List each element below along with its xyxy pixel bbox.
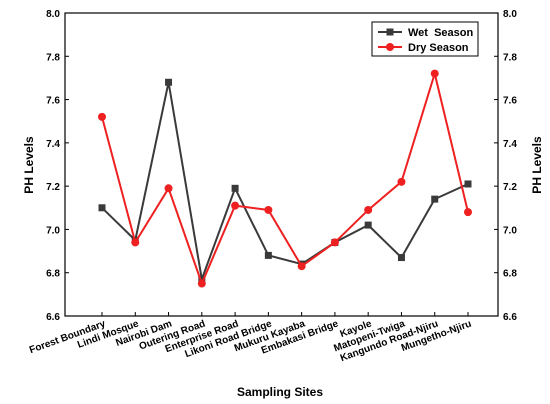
series-group [98, 69, 472, 288]
legend-label: Dry Season [408, 42, 469, 54]
data-point-square [98, 204, 106, 212]
y-tick-label-right: 7.2 [503, 182, 517, 193]
series-line [101, 82, 469, 284]
data-point-circle [131, 238, 140, 247]
y-tick-label-right: 7.8 [503, 52, 517, 63]
y-tick-label-left: 6.8 [46, 269, 60, 280]
y-tick-label-right: 7.0 [503, 225, 517, 236]
data-point-circle [430, 69, 439, 78]
y-tick-label-left: 7.8 [46, 52, 60, 63]
data-point-square [364, 221, 372, 229]
data-point-square [464, 180, 472, 188]
data-point-circle [397, 177, 406, 186]
data-point-square [431, 195, 439, 203]
series-line [101, 69, 469, 287]
legend-marker-circle [386, 43, 394, 51]
plot-frame [64, 12, 499, 317]
data-point-circle [197, 279, 206, 288]
y-tick-label-right: 7.4 [503, 139, 517, 150]
y-tick-label-left: 6.6 [46, 312, 60, 323]
data-point-square [397, 254, 405, 262]
data-point-circle [330, 238, 339, 247]
data-point-square [165, 78, 173, 86]
data-point-square [231, 184, 239, 192]
y-axis-title-left: PH Levels [22, 136, 36, 194]
y-axis-title-right: PH Levels [530, 136, 544, 194]
axes: 6.6 6.6 6.8 6.8 7.0 7.0 7.2 7.2 7.4 7.4 7.6 7.6 7.8 7… [28, 9, 517, 364]
data-point-circle [98, 112, 106, 121]
y-tick-label-left: 7.4 [46, 139, 60, 150]
data-point-circle [231, 201, 240, 210]
plot-area [64, 12, 499, 317]
legend-marker-square [386, 28, 394, 36]
y-tick-label-left: 7.2 [46, 182, 60, 193]
y-tick-label-left: 8.0 [46, 9, 60, 20]
data-point-circle [464, 208, 472, 217]
data-point-circle [364, 205, 373, 214]
data-point-square [264, 251, 272, 259]
y-tick-label-right: 8.0 [503, 9, 517, 20]
data-point-circle [164, 184, 173, 193]
y-tick-label-left: 7.0 [46, 225, 60, 236]
data-point-circle [297, 262, 306, 271]
y-tick-label-right: 7.6 [503, 96, 517, 107]
data-point-square [198, 275, 206, 283]
legend: Wet Season Dry Season [371, 21, 479, 57]
y-tick-label-right: 6.8 [503, 269, 517, 280]
y-tick-label-right: 6.6 [503, 312, 517, 323]
data-point-circle [264, 205, 273, 214]
x-axis-title: Sampling Sites [237, 385, 323, 399]
y-tick-label-left: 7.6 [46, 96, 60, 107]
legend-label: Wet Season [408, 27, 473, 39]
